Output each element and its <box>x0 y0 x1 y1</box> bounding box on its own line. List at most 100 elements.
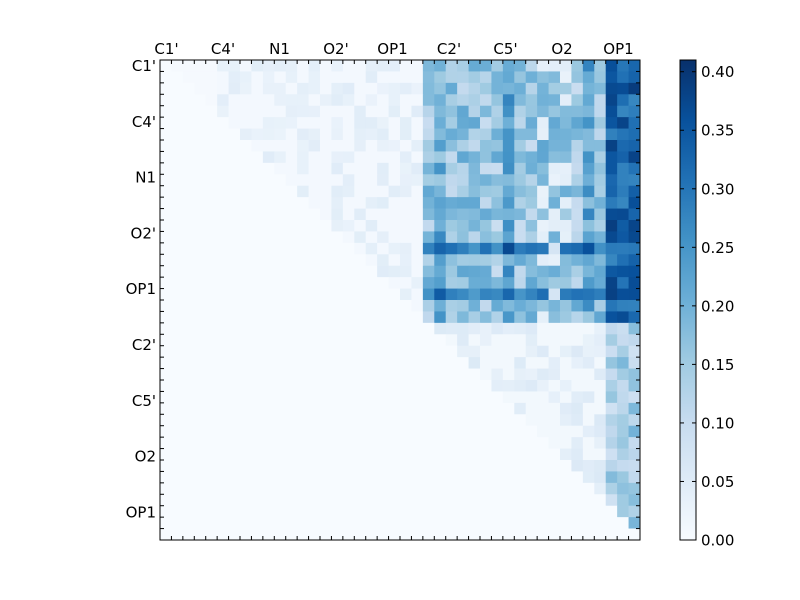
heatmap-cell <box>251 311 264 324</box>
heatmap-cell <box>308 162 321 175</box>
heatmap-cell <box>594 402 607 415</box>
heatmap-cell <box>400 437 412 449</box>
heatmap-cell <box>605 505 618 518</box>
heatmap-cell <box>285 494 298 507</box>
heatmap-cell <box>445 117 458 129</box>
heatmap-cell <box>331 60 344 72</box>
heatmap-cell <box>480 357 492 369</box>
heatmap-cell <box>560 322 572 335</box>
heatmap-cell <box>560 368 572 381</box>
heatmap-cell <box>411 60 424 72</box>
heatmap-cell <box>571 208 584 221</box>
heatmap-cell <box>342 174 355 187</box>
heatmap-cell <box>594 231 607 244</box>
heatmap-cell <box>160 197 172 209</box>
heatmap-cell <box>445 151 458 164</box>
heatmap-cell <box>354 151 367 164</box>
y-tick-label: N1 <box>135 169 156 187</box>
heatmap-cell <box>582 505 595 518</box>
heatmap-cell <box>194 254 207 267</box>
heatmap-cell <box>182 277 195 289</box>
heatmap-cell <box>240 380 252 392</box>
heatmap-cell <box>525 494 538 507</box>
heatmap-cell <box>377 471 389 484</box>
heatmap-cell <box>537 185 549 198</box>
heatmap-cell <box>160 151 172 164</box>
heatmap-cell <box>628 162 641 175</box>
heatmap-cell <box>171 425 184 438</box>
axis-ticks <box>159 59 641 541</box>
heatmap-cell <box>274 162 287 175</box>
heatmap-cell <box>308 94 321 107</box>
heatmap-cell <box>320 231 332 244</box>
heatmap-cell <box>628 174 641 187</box>
heatmap-cell <box>240 505 252 518</box>
heatmap-cell <box>251 151 264 164</box>
heatmap-cell <box>560 94 572 107</box>
heatmap-cell <box>308 528 321 541</box>
heatmap-cell <box>628 311 641 324</box>
heatmap-cell <box>422 185 435 198</box>
heatmap-cell <box>514 242 527 255</box>
y-tick-label: C4' <box>132 113 156 131</box>
heatmap-cell <box>605 197 618 209</box>
heatmap-cell <box>605 60 618 72</box>
heatmap-cell <box>320 425 332 438</box>
heatmap-cell <box>537 117 549 129</box>
heatmap-cell <box>434 471 447 484</box>
heatmap-cell <box>628 254 641 267</box>
heatmap-cell <box>594 322 607 335</box>
heatmap-cell <box>491 140 504 152</box>
heatmap-cell <box>194 242 207 255</box>
heatmap-cell <box>571 322 584 335</box>
heatmap-cell <box>502 425 515 438</box>
heatmap-cell <box>548 94 561 107</box>
heatmap-cell <box>548 117 561 129</box>
heatmap-cell <box>342 368 355 381</box>
heatmap-cell <box>171 208 184 221</box>
heatmap-cell <box>262 311 275 324</box>
heatmap-cell <box>548 402 561 415</box>
heatmap-cell <box>160 288 172 301</box>
heatmap-cell <box>411 197 424 209</box>
x-tick-label: N1 <box>269 40 290 58</box>
heatmap-cell <box>160 437 172 449</box>
heatmap-cell <box>411 380 424 392</box>
heatmap-cell <box>617 391 629 404</box>
heatmap-cell <box>468 265 481 278</box>
heatmap-cell <box>285 140 298 152</box>
heatmap-cell <box>537 265 549 278</box>
heatmap-cell <box>628 60 641 72</box>
heatmap-cell <box>262 322 275 335</box>
heatmap-cell <box>388 368 401 381</box>
heatmap-cell <box>491 357 504 369</box>
heatmap-cell <box>320 60 332 72</box>
heatmap-cell <box>251 414 264 427</box>
heatmap-cell <box>342 300 355 312</box>
heatmap-cell <box>297 254 309 267</box>
heatmap-cell <box>182 391 195 404</box>
heatmap-cell <box>297 208 309 221</box>
heatmap-cell <box>377 82 389 95</box>
heatmap-cell <box>400 357 412 369</box>
heatmap-cell <box>537 437 549 449</box>
heatmap-cell <box>480 185 492 198</box>
heatmap-cell <box>194 334 207 347</box>
heatmap-cell <box>182 380 195 392</box>
heatmap-cell <box>205 322 218 335</box>
heatmap-cell <box>160 300 172 312</box>
heatmap-cell <box>274 105 287 118</box>
heatmap-cell <box>388 311 401 324</box>
heatmap-cell <box>217 242 229 255</box>
colorbar-tick-label: 0.00 <box>701 532 734 550</box>
heatmap-cell <box>251 391 264 404</box>
heatmap-cell <box>548 60 561 72</box>
heatmap-cell <box>560 151 572 164</box>
heatmap-cell <box>502 437 515 449</box>
heatmap-cell <box>445 254 458 267</box>
heatmap-cell <box>457 311 469 324</box>
heatmap-cell <box>262 414 275 427</box>
heatmap-cell <box>365 71 378 84</box>
heatmap-cell <box>457 357 469 369</box>
heatmap-cell <box>525 117 538 129</box>
